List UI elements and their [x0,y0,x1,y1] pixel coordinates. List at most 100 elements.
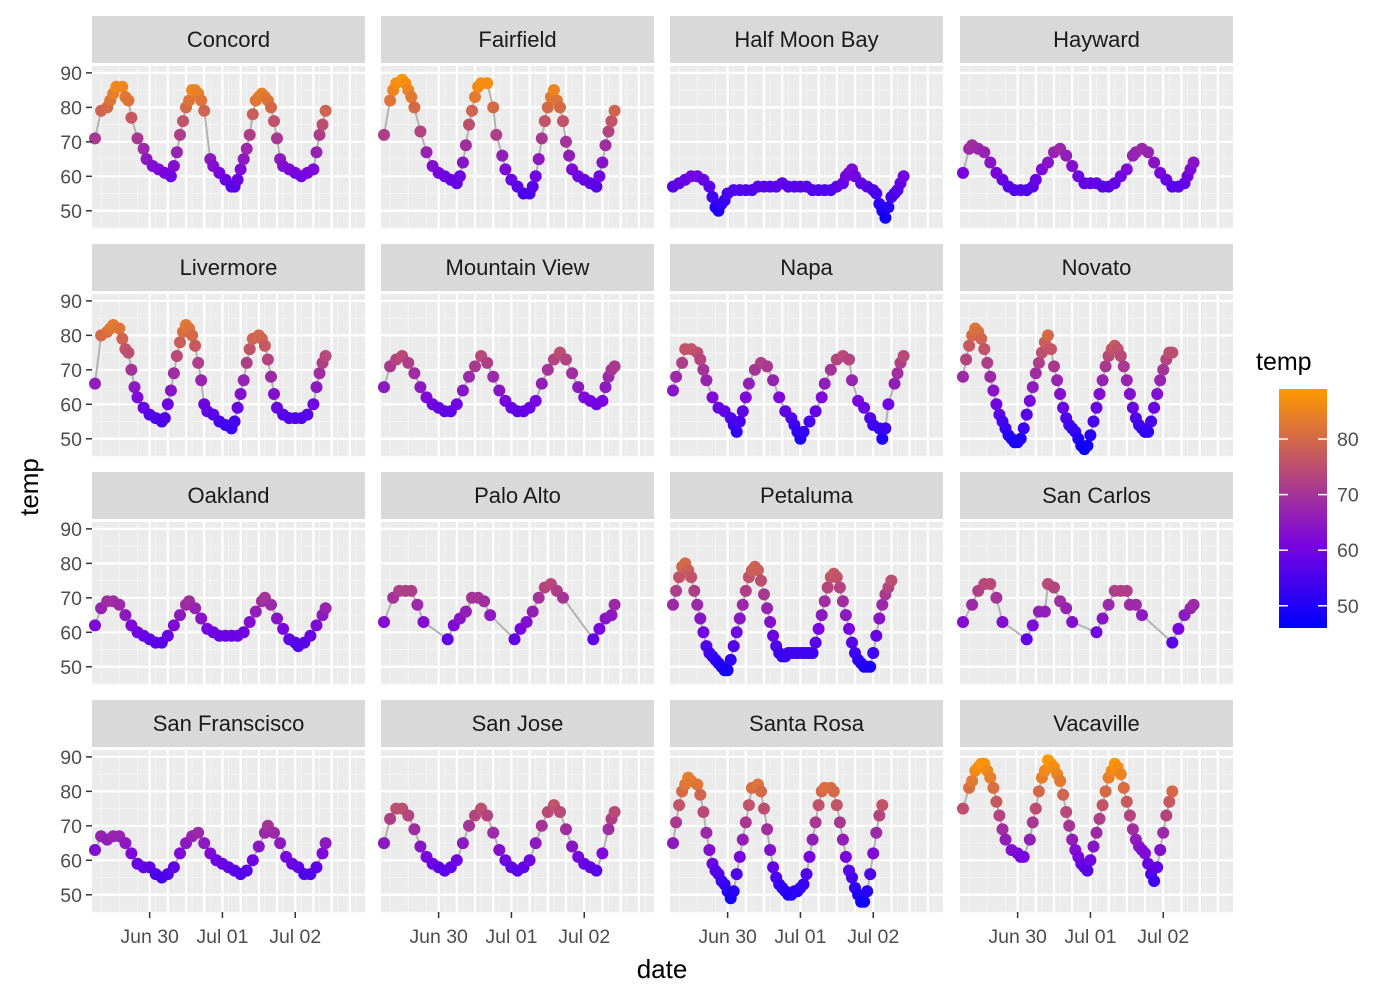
data-point [246,854,259,867]
data-point [670,584,683,597]
data-point [125,111,138,124]
data-point [1087,415,1100,428]
y-tick-label: 70 [60,132,82,154]
data-point [183,94,196,107]
data-point [243,343,256,356]
data-point [478,595,491,608]
data-point [836,595,849,608]
data-point [265,101,277,114]
data-point [1099,360,1112,373]
data-point [1145,415,1158,428]
facet-strip-label: Half Moon Bay [734,27,878,52]
data-point [876,799,889,812]
data-point [1042,329,1054,342]
data-point [667,837,679,850]
data-point [1084,854,1097,867]
data-point [529,394,542,407]
data-point [764,844,777,856]
data-point [602,823,615,836]
data-point [755,574,767,587]
data-point [89,377,101,390]
data-point [560,353,572,366]
data-point [523,854,536,867]
data-point [742,377,755,390]
facet-strip-label: Vacaville [1053,711,1139,736]
data-point [966,775,979,787]
data-point [420,146,433,159]
data-point [830,571,843,584]
data-point [560,823,572,836]
facet-panel-mountain-view: Mountain View [378,244,654,457]
data-point [161,629,174,642]
data-point [806,647,819,659]
data-point [1129,598,1142,611]
data-point [167,160,180,172]
data-point [484,609,497,622]
data-point [767,861,780,874]
data-point [198,837,211,850]
facet-strip-label: Novato [1062,255,1132,280]
data-point [116,80,129,93]
data-point [167,861,180,874]
data-point [803,850,816,863]
data-point [590,180,603,193]
data-point [234,388,247,400]
data-point [456,837,469,850]
data-point [1035,346,1048,359]
facet-strip [670,16,943,63]
x-tick-label: Jul 02 [269,926,321,948]
data-point [459,139,472,152]
data-point [827,785,840,798]
y-tick-label: 50 [60,885,82,907]
facet-strip [670,244,943,291]
y-tick-label: 60 [60,394,82,416]
data-point [1090,626,1103,639]
data-point [271,612,283,625]
x-tick-label: Jul 02 [847,926,899,948]
data-point [493,844,506,856]
data-point [1066,160,1079,172]
data-point [231,401,244,414]
data-point [310,146,323,159]
legend-title: temp [1256,348,1312,376]
data-point [990,591,1003,604]
facet-strip [960,700,1233,747]
data-point [812,799,825,812]
data-point [758,588,770,601]
data-point [1139,847,1151,860]
data-point [1136,609,1148,622]
legend-tick-label: 60 [1337,540,1359,562]
data-point [1057,788,1070,801]
data-point [1026,619,1039,632]
data-point [1102,598,1115,611]
data-point [742,799,755,812]
data-point [265,598,277,611]
x-tick-label: Jul 02 [558,926,610,948]
data-point [125,363,138,376]
data-point [1032,356,1045,369]
data-point [417,616,430,628]
data-point [532,591,545,604]
data-point [673,799,686,812]
data-point [237,153,250,166]
data-point [316,118,329,131]
data-point [463,819,475,832]
y-tick-label: 70 [60,360,82,382]
data-point [566,840,579,853]
data-point [984,771,997,784]
data-point [198,104,211,117]
facet-panel-santa-rosa: Santa Rosa Jun 30 Jul 01 Jul 02 [667,700,943,948]
data-point [836,833,849,846]
data-point [818,377,831,390]
data-point [520,616,533,628]
facet-panel-san-carlos: San Carlos [957,472,1233,685]
data-point [1026,816,1039,829]
facet-strip-label: Livermore [180,255,278,280]
data-point [897,170,910,183]
data-point [1023,394,1036,407]
data-point [408,101,421,114]
data-point [557,591,569,604]
data-point [174,128,186,141]
data-point [481,809,494,822]
data-point [1017,850,1030,863]
